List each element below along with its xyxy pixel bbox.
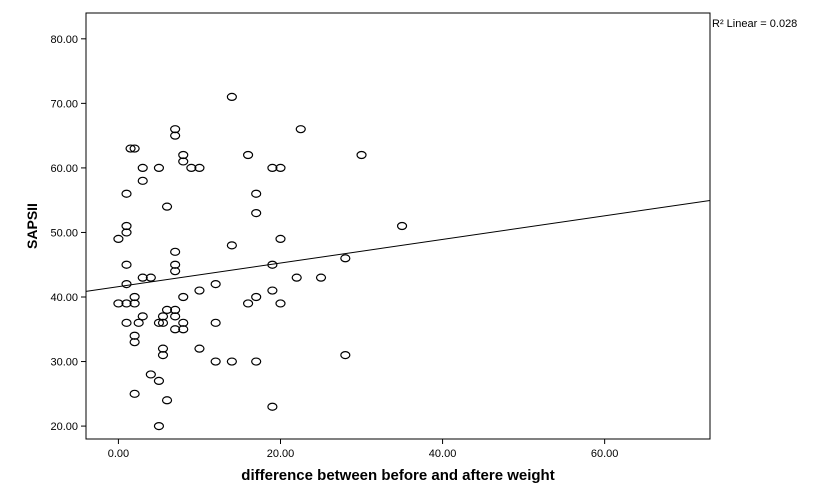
data-point [186,163,197,173]
y-axis-label: SAPSII [24,203,40,249]
y-tick-label: 70.00 [50,98,78,110]
data-point [170,247,181,256]
y-axis: 20.00 30.00 40.00 50.00 60.00 70.00 80.00 [50,34,86,433]
data-point [161,305,173,315]
data-point [153,421,165,431]
data-point [210,279,221,289]
data-point [137,273,148,282]
y-tick-label: 40.00 [50,292,78,304]
data-point [275,163,286,173]
data-point [121,299,132,308]
data-point [194,163,205,173]
data-point [251,357,262,366]
data-point [226,92,237,102]
data-point [315,273,327,282]
data-point [291,273,302,282]
plot-frame [85,12,711,440]
data-point [161,396,173,405]
data-point [157,350,169,360]
data-point [178,325,189,334]
data-point [210,357,221,366]
data-point [137,176,148,185]
data-point [251,208,262,218]
data-point [226,241,237,250]
data-point [121,318,132,327]
data-point [340,350,351,360]
data-point [251,292,262,302]
data-point [161,202,173,211]
data-point [170,312,181,321]
y-tick-label: 20.00 [50,421,78,433]
data-point [178,292,189,302]
data-point [226,357,237,366]
y-tick-label: 80.00 [50,34,78,46]
data-point [129,144,140,153]
x-tick-label: 60.00 [591,448,619,460]
data-point [121,221,132,231]
data-point [170,131,181,140]
data-point [275,299,286,308]
x-axis: 0.00 20.00 40.00 60.00 [108,439,619,460]
data-point [113,299,124,308]
data-point [153,163,165,173]
x-tick-label: 20.00 [267,448,295,460]
data-point [170,325,181,334]
data-point [113,234,124,244]
data-point [133,318,144,327]
data-point [129,389,140,398]
x-tick-label: 40.00 [429,448,457,460]
linear-fit-line [86,199,710,292]
data-point [145,370,156,379]
x-axis-label: difference between before and aftere wei… [241,467,554,484]
data-point [267,163,278,173]
data-point [396,221,408,231]
data-point [194,344,205,353]
data-point [153,376,165,386]
data-point [153,318,165,327]
x-tick-label: 0.00 [108,448,129,460]
data-point [178,157,189,166]
plot-area [85,12,711,440]
data-point [267,402,278,411]
data-point [125,144,136,153]
data-point [121,189,132,198]
data-point [194,286,205,295]
y-tick-label: 50.00 [50,227,78,239]
data-point [210,318,221,327]
data-point [121,260,132,269]
data-point [242,150,254,160]
r-squared-label: R² Linear = 0.028 [712,18,797,30]
data-point [129,338,140,347]
data-point [275,234,286,244]
data-point [145,273,156,282]
data-point [170,267,181,276]
data-point [295,125,306,134]
data-point [356,150,367,160]
data-point [267,286,278,295]
y-tick-label: 60.00 [50,163,78,175]
data-point [157,318,169,327]
data-point [129,299,140,308]
data-point [340,254,351,263]
data-point [251,189,262,198]
data-point [242,299,254,308]
y-tick-label: 30.00 [50,357,78,369]
data-points [113,92,408,431]
data-point [137,163,148,173]
data-point [121,279,132,289]
data-point [137,312,148,321]
